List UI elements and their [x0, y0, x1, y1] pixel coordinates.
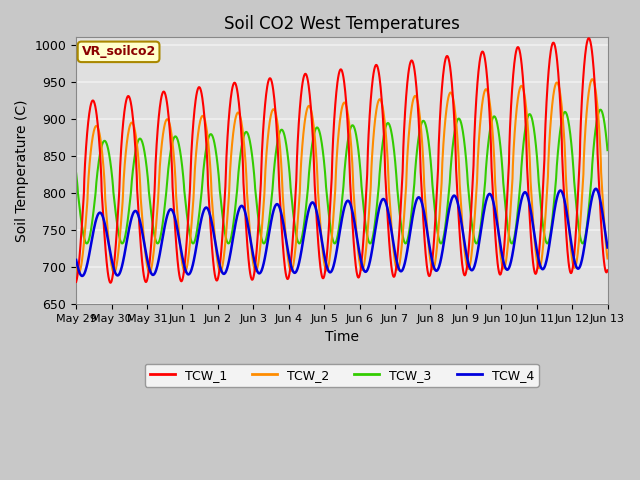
TCW_4	[375, 207, 383, 213]
TCW_1	[72, 279, 80, 285]
TCW_2	[309, 118, 317, 123]
TCW_4	[592, 186, 600, 192]
TCW_4	[72, 257, 80, 263]
TCW_1	[309, 137, 317, 143]
TCW_3	[72, 170, 80, 176]
Line: TCW_1: TCW_1	[76, 38, 607, 283]
TCW_3	[136, 136, 143, 142]
TCW_3	[114, 225, 122, 230]
TCW_4	[298, 245, 306, 251]
Text: VR_soilco2: VR_soilco2	[81, 45, 156, 59]
TCW_2	[319, 247, 326, 252]
TCW_3	[298, 234, 306, 240]
TCW_3	[319, 145, 326, 151]
TCW_1	[298, 84, 306, 90]
TCW_2	[588, 76, 596, 82]
TCW_3	[375, 182, 383, 188]
TCW_1	[107, 280, 115, 286]
TCW_1	[114, 216, 122, 221]
Line: TCW_2: TCW_2	[76, 79, 607, 273]
TCW_2	[375, 97, 383, 103]
TCW_4	[309, 200, 317, 205]
TCW_1	[585, 36, 593, 41]
TCW_2	[72, 264, 80, 269]
Y-axis label: Soil Temperature (C): Soil Temperature (C)	[15, 99, 29, 242]
TCW_3	[309, 137, 317, 143]
TCW_2	[298, 148, 306, 154]
Title: Soil CO2 West Temperatures: Soil CO2 West Temperatures	[224, 15, 460, 33]
TCW_1	[319, 275, 326, 281]
Line: TCW_4: TCW_4	[76, 189, 607, 276]
TCW_3	[83, 240, 91, 246]
TCW_2	[75, 270, 83, 276]
TCW_1	[375, 70, 383, 76]
TCW_1	[136, 221, 143, 227]
TCW_2	[604, 256, 611, 262]
TCW_2	[136, 167, 143, 172]
TCW_3	[596, 107, 604, 113]
X-axis label: Time: Time	[325, 329, 359, 344]
TCW_4	[78, 273, 86, 279]
TCW_3	[604, 147, 611, 153]
TCW_4	[319, 242, 326, 248]
TCW_2	[114, 255, 122, 261]
TCW_1	[604, 267, 611, 273]
Legend: TCW_1, TCW_2, TCW_3, TCW_4: TCW_1, TCW_2, TCW_3, TCW_4	[145, 364, 539, 387]
TCW_4	[136, 216, 143, 221]
Line: TCW_3: TCW_3	[76, 110, 607, 243]
TCW_4	[604, 245, 611, 251]
TCW_4	[114, 273, 122, 278]
